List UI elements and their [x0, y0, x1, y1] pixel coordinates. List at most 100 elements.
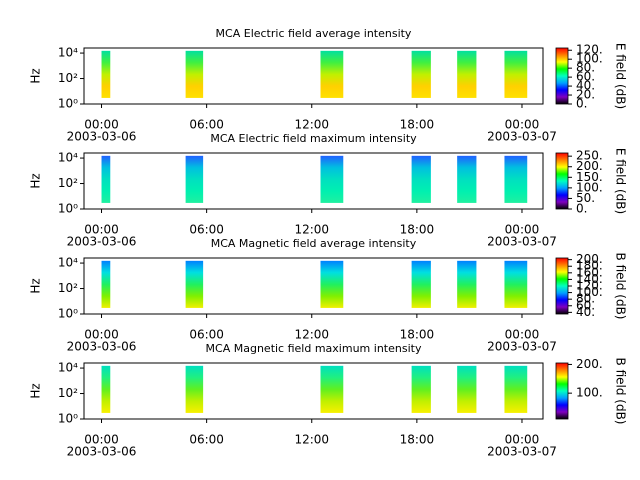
date-label: 2003-03-07 [487, 130, 557, 144]
plot-frame [83, 362, 544, 420]
spectrogram-block [457, 365, 477, 413]
spectrogram-block [185, 50, 204, 98]
y-tick-label: 10⁴ [58, 361, 78, 375]
x-tick-label: 00:00 [505, 223, 540, 237]
spectrogram-block [320, 260, 344, 308]
colorbar-tick-label: 0. [576, 97, 587, 111]
colorbar-tick-label: 100. [576, 52, 603, 66]
x-tick-label: 06:00 [189, 223, 224, 237]
x-tick-label: 18:00 [400, 223, 435, 237]
plot-frame [83, 257, 544, 315]
colorbar-tick-label: 40. [576, 305, 595, 319]
colorbar-tick-label: 200. [576, 159, 603, 173]
spectrogram-block [185, 155, 204, 203]
colorbar [555, 47, 569, 105]
y-tick-label: 10⁴ [58, 256, 78, 270]
colorbar-tick-label: 180. [576, 259, 603, 273]
spectrogram-block [320, 365, 344, 413]
date-label: 2003-03-07 [487, 235, 557, 249]
spectrogram-block [411, 260, 431, 308]
y-axis-label: Hz [29, 68, 43, 83]
colorbar-tick-label: 60. [576, 70, 595, 84]
x-tick-label: 06:00 [189, 118, 224, 132]
colorbar [555, 257, 569, 315]
colorbar-tick-label: 60. [576, 298, 595, 312]
y-tick-label: 10² [58, 281, 78, 295]
spectrogram-block [101, 50, 111, 98]
colorbar-tick-label: 150. [576, 170, 603, 184]
x-tick-label: 12:00 [294, 118, 329, 132]
date-label: 2003-03-07 [487, 340, 557, 354]
spectrogram-block [101, 260, 111, 308]
spectrogram-block [504, 365, 528, 413]
plot-frame [83, 47, 544, 105]
plot-frame [83, 152, 544, 210]
y-axis-label: Hz [29, 173, 43, 188]
date-label: 2003-03-06 [67, 130, 137, 144]
x-tick-label: 12:00 [294, 223, 329, 237]
colorbar-tick-label: 120. [576, 43, 603, 57]
colorbar-tick-label: 50. [576, 191, 595, 205]
spectrogram-block [185, 260, 204, 308]
colorbar [555, 362, 569, 420]
date-label: 2003-03-07 [487, 445, 557, 459]
date-label: 2003-03-06 [67, 445, 137, 459]
colorbar-tick-label: 250. [576, 149, 603, 163]
colorbar-tick-label: 40. [576, 79, 595, 93]
colorbar-tick-label: 200. [576, 252, 603, 266]
colorbar-tick-label: 20. [576, 88, 595, 102]
y-tick-label: 10⁴ [58, 46, 78, 60]
spectrogram-block [411, 155, 431, 203]
x-tick-label: 00:00 [84, 118, 119, 132]
y-tick-label: 10² [58, 71, 78, 85]
x-tick-label: 00:00 [505, 433, 540, 447]
colorbar-label: E field (dB) [614, 148, 628, 214]
spectrogram-block [411, 365, 431, 413]
spectrogram-block [504, 260, 528, 308]
y-tick-label: 10² [58, 176, 78, 190]
x-tick-label: 00:00 [84, 223, 119, 237]
colorbar-tick-label: 160. [576, 265, 603, 279]
panel-title: MCA Electric field maximum intensity [210, 132, 417, 145]
spectrogram-block [101, 155, 111, 203]
x-tick-label: 18:00 [400, 328, 435, 342]
colorbar-label: E field (dB) [614, 43, 628, 109]
y-tick-label: 10⁰ [58, 412, 78, 426]
x-tick-label: 12:00 [294, 433, 329, 447]
x-tick-label: 00:00 [84, 433, 119, 447]
x-tick-label: 12:00 [294, 328, 329, 342]
x-tick-label: 06:00 [189, 433, 224, 447]
date-label: 2003-03-06 [67, 340, 137, 354]
spectrogram-block [504, 155, 528, 203]
y-tick-label: 10⁰ [58, 307, 78, 321]
x-tick-label: 00:00 [505, 118, 540, 132]
x-tick-label: 00:00 [505, 328, 540, 342]
colorbar [555, 152, 569, 210]
colorbar-tick-label: 100. [576, 285, 603, 299]
colorbar-tick-label: 120. [576, 279, 603, 293]
x-tick-label: 18:00 [400, 118, 435, 132]
x-tick-label: 06:00 [189, 328, 224, 342]
colorbar-tick-label: 80. [576, 61, 595, 75]
colorbar-label: B field (dB) [614, 253, 628, 320]
panel-title: MCA Electric field average intensity [216, 27, 412, 40]
colorbar-tick-label: 80. [576, 292, 595, 306]
colorbar-tick-label: 100. [576, 386, 603, 400]
spectrogram-block [457, 260, 477, 308]
y-tick-label: 10⁴ [58, 151, 78, 165]
spectrogram-block [101, 365, 111, 413]
spectrogram-block [504, 50, 528, 98]
spectrogram-block [185, 365, 204, 413]
y-tick-label: 10⁰ [58, 202, 78, 216]
panel-title: MCA Magnetic field average intensity [211, 237, 417, 250]
y-axis-label: Hz [29, 383, 43, 398]
colorbar-tick-label: 140. [576, 272, 603, 286]
date-label: 2003-03-06 [67, 235, 137, 249]
x-tick-label: 18:00 [400, 433, 435, 447]
spectrogram-block [320, 50, 344, 98]
y-tick-label: 10⁰ [58, 97, 78, 111]
colorbar-tick-label: 0. [576, 202, 587, 216]
spectrogram-block [411, 50, 431, 98]
colorbar-tick-label: 100. [576, 180, 603, 194]
